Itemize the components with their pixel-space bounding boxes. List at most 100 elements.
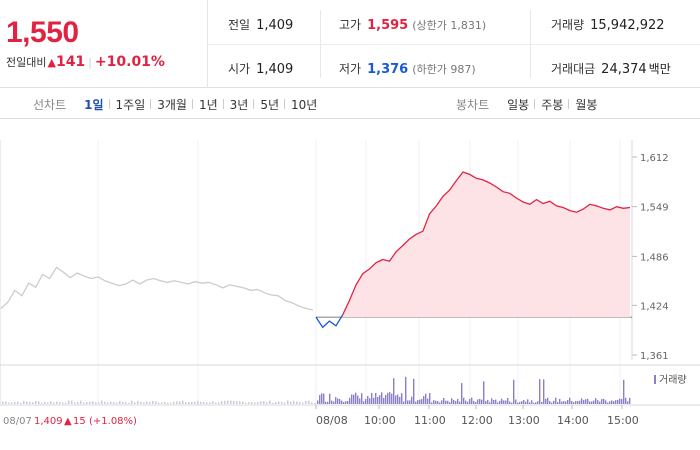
- volume-bar: [609, 401, 611, 404]
- volume-bar: [119, 401, 121, 404]
- volume-bar: [509, 401, 511, 404]
- volume-bar: [179, 401, 181, 404]
- volume-bar: [357, 395, 359, 404]
- price-line-above-ref: [342, 171, 631, 316]
- tab-10year[interactable]: 10년: [284, 96, 323, 113]
- volume-bar: [365, 398, 367, 404]
- volume-bar: [74, 402, 76, 404]
- volume-bar: [507, 398, 509, 404]
- current-price: 1,550: [6, 16, 79, 49]
- price-area-fill: [342, 172, 630, 318]
- tab-weekly-candle[interactable]: 주봉: [534, 96, 569, 113]
- volume-bar: [293, 400, 295, 404]
- volume-bar: [107, 402, 109, 404]
- stat-amount-value: 24,374: [601, 62, 647, 77]
- tab-monthly-candle[interactable]: 월봉: [568, 96, 603, 113]
- volume-bar: [563, 401, 565, 404]
- volume-bar: [575, 401, 577, 404]
- volume-bar: [467, 401, 469, 404]
- volume-bar: [613, 401, 615, 404]
- tab-daily-candle[interactable]: 일봉: [507, 97, 530, 112]
- volume-bar: [371, 392, 373, 404]
- volume-bar: [449, 402, 451, 404]
- volume-bar: [459, 401, 461, 404]
- volume-bar: [397, 394, 399, 404]
- volume-bar: [209, 402, 211, 404]
- tab-1day[interactable]: 1일: [84, 97, 104, 112]
- volume-bar: [41, 402, 43, 404]
- volume-bar: [481, 399, 483, 404]
- stat-high: 고가 1,595 (상한가 1,831): [339, 16, 486, 33]
- volume-bar: [589, 401, 591, 404]
- volume-bar: [125, 402, 127, 404]
- volume-bar: [80, 400, 82, 404]
- volume-bar: [405, 376, 407, 404]
- y-tick-label-3: 1,424: [640, 301, 669, 312]
- volume-bar: [545, 398, 547, 404]
- volume-bar: [517, 402, 519, 404]
- quote-panel: 1,550 전일대비▲141 | +10.01% 전일 1,409 시가 1,409 고…: [0, 0, 700, 88]
- volume-legend-swatch: [654, 375, 656, 384]
- volume-bar: [489, 402, 491, 404]
- volume-bar: [473, 400, 475, 404]
- stat-open-label: 시가: [228, 62, 251, 76]
- volume-bar: [116, 402, 118, 404]
- volume-bar: [501, 398, 503, 404]
- volume-bar: [367, 395, 369, 404]
- y-tick-label-4: 1,361: [640, 351, 669, 362]
- volume-bar: [487, 399, 489, 404]
- volume-bar: [387, 392, 389, 404]
- volume-bar: [8, 402, 10, 404]
- volume-bar: [521, 401, 523, 404]
- volume-bar: [401, 393, 403, 404]
- volume-bar: [445, 400, 447, 404]
- volume-bar: [429, 393, 431, 404]
- volume-bar: [513, 379, 515, 404]
- volume-bar: [305, 401, 307, 404]
- volume-bar: [149, 401, 151, 404]
- stat-amount-label: 거래대금: [551, 62, 596, 76]
- volume-bar: [421, 398, 423, 404]
- volume-bar: [469, 398, 471, 404]
- tab-1year[interactable]: 1년: [191, 96, 224, 113]
- volume-bar: [455, 401, 457, 404]
- volume-bar: [206, 402, 208, 404]
- volume-bar: [537, 401, 539, 404]
- volume-bar: [86, 401, 88, 404]
- volume-bar: [475, 402, 477, 404]
- volume-bar: [465, 400, 467, 404]
- volume-bar: [218, 402, 220, 404]
- stat-low-label: 저가: [339, 62, 362, 76]
- volume-bar: [431, 402, 433, 404]
- volume-bar: [565, 401, 567, 404]
- volume-bar: [11, 402, 13, 404]
- volume-bar: [134, 402, 136, 404]
- volume-bar: [284, 402, 286, 404]
- volume-bar: [461, 383, 463, 404]
- volume-bar: [59, 401, 61, 404]
- change-value: 141: [55, 54, 86, 70]
- volume-bar: [321, 393, 323, 404]
- volume-bar: [331, 400, 333, 404]
- stat-volume: 거래량 15,942,922: [551, 16, 665, 33]
- tab-5year[interactable]: 5년: [253, 96, 285, 113]
- candle-tab-label: 봉차트: [456, 97, 490, 112]
- volume-bar: [158, 402, 160, 404]
- volume-bar: [200, 401, 202, 404]
- volume-bar: [23, 400, 25, 404]
- volume-bar: [5, 401, 7, 404]
- x-tick-label-6: 14:00: [557, 414, 589, 427]
- tab-1week[interactable]: 1주일: [108, 96, 152, 113]
- axis-labels: 1,612 1,549 1,486 1,424 1,361 08/08 10:00 11:00…: [316, 153, 669, 427]
- volume-bar: [137, 400, 139, 404]
- volume-bar: [389, 392, 391, 404]
- tab-3month[interactable]: 3개월: [150, 96, 193, 113]
- volume-bar: [415, 401, 417, 404]
- volume-bar: [515, 399, 517, 404]
- volume-bar: [503, 400, 505, 404]
- volume-bar: [236, 401, 238, 404]
- volume-bar: [254, 402, 256, 404]
- tab-3year[interactable]: 3년: [222, 96, 255, 113]
- caption-pct: (+1.08%): [89, 416, 137, 427]
- volume-bar: [597, 400, 599, 404]
